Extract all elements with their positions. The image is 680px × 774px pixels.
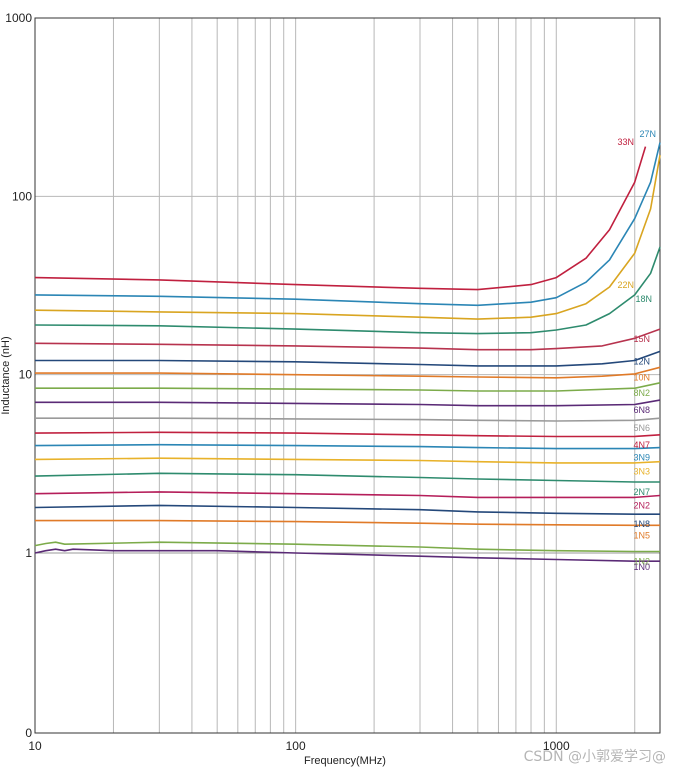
series-line-2n7 xyxy=(34,472,660,483)
y-tick-label: 10 xyxy=(19,368,33,382)
series-line-1n2 xyxy=(34,541,660,553)
series-label: 3N3 xyxy=(633,467,650,477)
series-label: 1N0 xyxy=(633,562,650,572)
series-label: 2N2 xyxy=(633,501,650,511)
series-label: 8N2 xyxy=(633,388,650,398)
y-tick-label: 1000 xyxy=(5,11,32,25)
y-tick-label-zero: 0 xyxy=(25,726,32,740)
x-tick-labels: 10 100 1000 xyxy=(28,739,570,753)
series-label: 18N xyxy=(635,294,652,304)
series-label: 1N5 xyxy=(633,530,650,540)
series-label: 22N xyxy=(617,280,634,290)
series-line-4n7 xyxy=(34,431,661,438)
series-label: 6N8 xyxy=(633,405,650,415)
series-line-33n xyxy=(34,146,647,291)
series-line-18n xyxy=(34,246,661,335)
series-label: 10N xyxy=(633,372,650,382)
series-label: 27N xyxy=(639,129,656,139)
series-label: 2N7 xyxy=(633,487,650,497)
series-line-3n9 xyxy=(34,443,661,450)
x-tick-label: 1000 xyxy=(543,739,570,753)
series-line-10n xyxy=(35,366,661,379)
series-label: 5N6 xyxy=(633,423,650,433)
series-label: 4N7 xyxy=(633,440,650,450)
x-tick-label: 10 xyxy=(28,739,42,753)
series-label: 1N2 xyxy=(633,556,650,566)
y-tick-labels: 1000 100 10 1 xyxy=(5,11,32,560)
y-axis-title: Inductance (nH) xyxy=(0,336,12,414)
series-line-6n8 xyxy=(35,399,661,407)
x-axis-title: Frequency(MHz) xyxy=(304,755,386,767)
series-line-15n xyxy=(34,328,661,351)
series-line-1n0 xyxy=(34,548,660,562)
watermark: CSDN @小郭爱学习@ xyxy=(523,749,666,765)
series-label: 1N8 xyxy=(633,519,650,529)
series-label: 15N xyxy=(633,334,650,344)
series-line-2n2 xyxy=(34,491,661,499)
series-line-3n3 xyxy=(34,457,661,464)
series-label: 33N xyxy=(617,137,634,147)
series-line-27n xyxy=(34,142,661,307)
x-tick-label: 100 xyxy=(286,739,306,753)
series-label: 12N xyxy=(633,356,650,366)
series-line-8n2 xyxy=(35,382,661,392)
series-line-1n8 xyxy=(34,504,660,515)
series-line-1n5 xyxy=(35,519,660,527)
grid-lines xyxy=(35,18,660,733)
series-line-5n6 xyxy=(35,417,661,422)
series-line-12n xyxy=(35,350,661,367)
y-tick-label: 1 xyxy=(25,546,32,560)
series-label: 3N9 xyxy=(633,453,650,463)
y-tick-label: 100 xyxy=(12,189,32,203)
plot-frame xyxy=(34,17,661,734)
series-lines xyxy=(34,142,661,562)
series-line-22n xyxy=(34,155,661,320)
